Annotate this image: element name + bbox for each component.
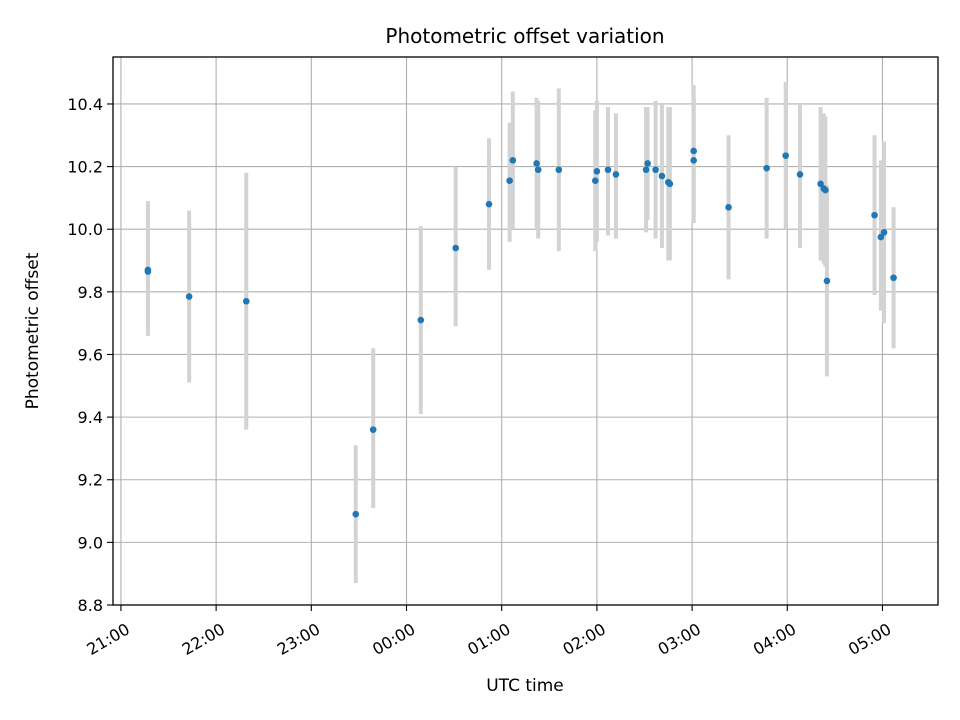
y-axis-label: Photometric offset (23, 252, 43, 409)
data-point (612, 171, 620, 178)
data-point (782, 152, 789, 159)
data-point (871, 211, 878, 219)
data-point (242, 297, 250, 305)
data-point (555, 166, 563, 174)
data-point (604, 166, 612, 174)
data-point (593, 167, 601, 175)
plot-frame (112, 56, 939, 606)
y-tick-label: 10.4 (67, 95, 103, 114)
x-axis-label: UTC time (486, 676, 564, 696)
data-point (690, 147, 697, 155)
data-point (417, 316, 425, 324)
data-point (452, 244, 459, 252)
data-point (817, 180, 824, 188)
y-tick-label: 10.2 (67, 158, 103, 177)
data-point (352, 510, 360, 518)
data-point (823, 277, 831, 285)
data-point (877, 233, 885, 241)
y-tick-label: 9.4 (78, 408, 103, 427)
data-point (592, 177, 599, 184)
data-point (144, 268, 152, 275)
data-point (534, 166, 542, 174)
y-tick-label: 9.6 (78, 345, 103, 364)
data-point (485, 200, 493, 208)
data-points (144, 147, 897, 518)
data-point (890, 274, 897, 282)
data-point (725, 204, 732, 211)
data-point (506, 177, 513, 184)
data-point (369, 426, 377, 433)
y-tick-label: 9.8 (78, 283, 103, 302)
data-point (652, 166, 659, 174)
data-point (509, 157, 517, 164)
y-tick-label: 10.0 (67, 220, 103, 239)
data-point (796, 171, 804, 178)
data-point (644, 160, 651, 167)
data-point (658, 172, 666, 180)
y-tick-label: 9.2 (78, 471, 103, 490)
data-point (185, 293, 193, 300)
data-point (880, 229, 888, 236)
chart-title: Photometric offset variation (385, 24, 664, 48)
y-tick-label: 8.8 (78, 596, 103, 615)
y-axis-ticks: 8.8 9.0 9.2 9.4 9.6 9.8 10.0 10.2 10.4 (67, 95, 113, 615)
data-point (642, 166, 650, 174)
data-point (690, 157, 697, 164)
data-point (763, 164, 770, 172)
y-tick-label: 9.0 (78, 533, 103, 552)
data-point (533, 160, 540, 167)
data-point (822, 186, 829, 194)
data-point (666, 180, 674, 188)
